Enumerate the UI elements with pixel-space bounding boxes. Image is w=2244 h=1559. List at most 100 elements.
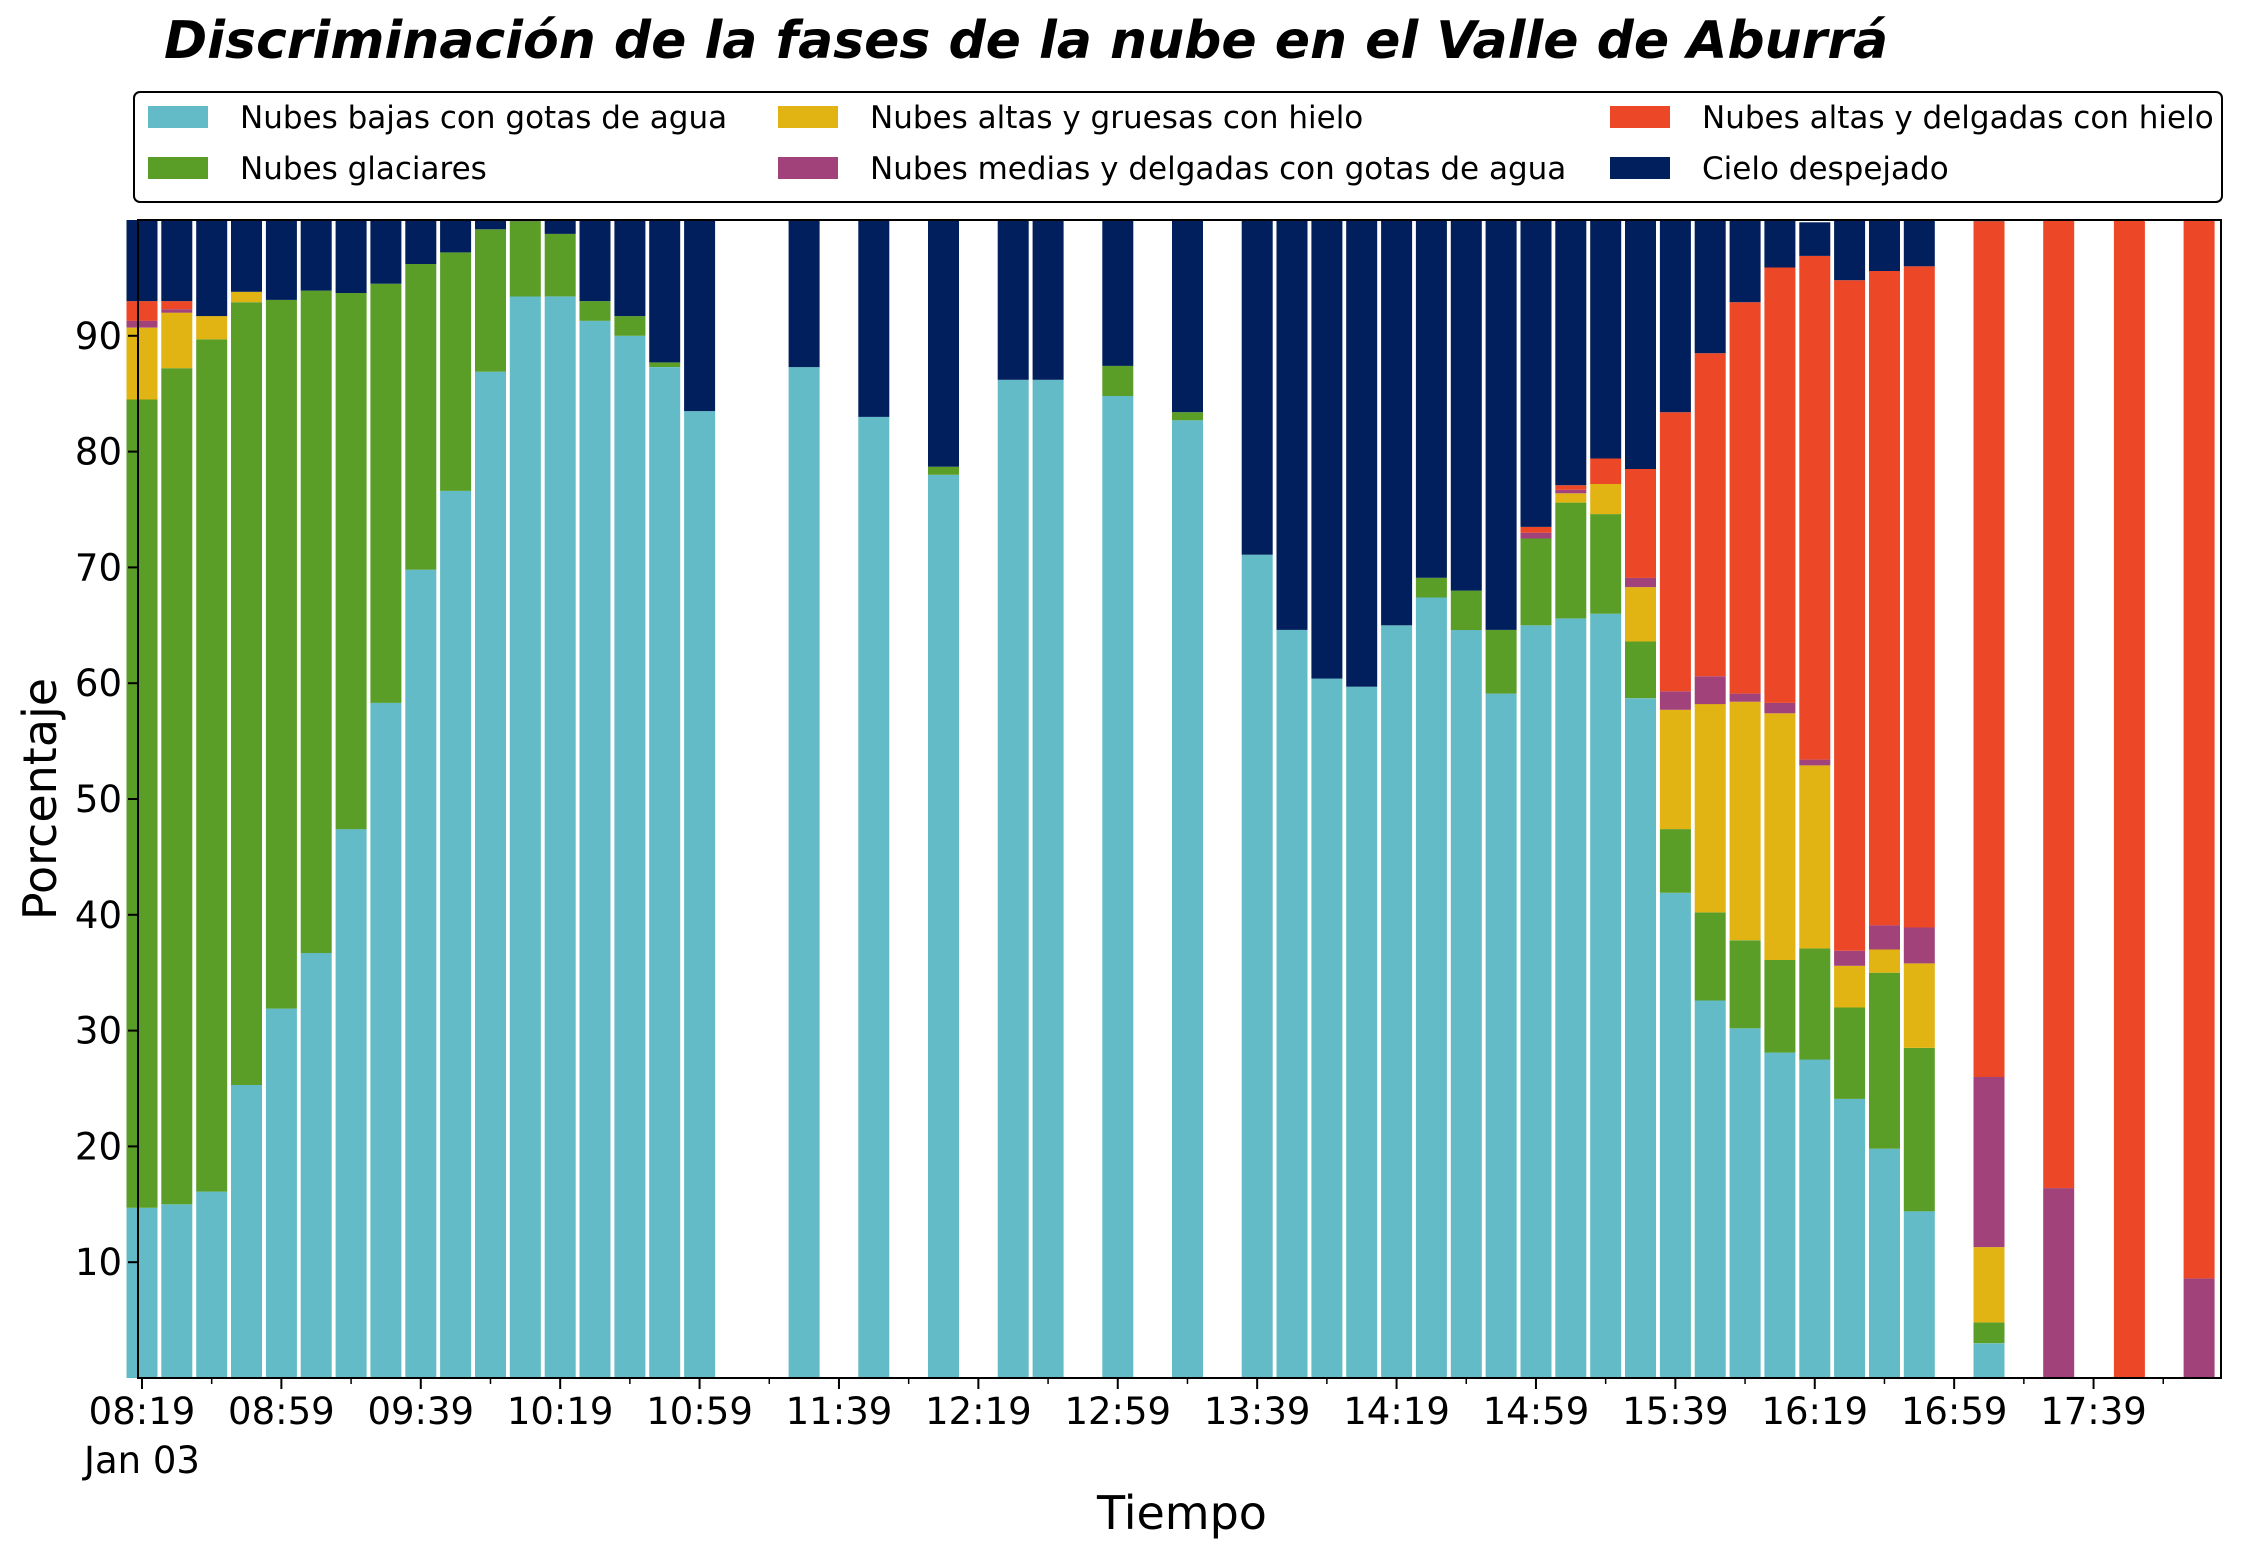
bar-segment xyxy=(1799,1059,1831,1378)
bar-segment xyxy=(1764,220,1796,268)
bar-segment xyxy=(1834,1007,1866,1099)
bar-segment xyxy=(1973,1322,2005,1344)
bar-segment xyxy=(1485,220,1517,630)
bar-segment xyxy=(1694,676,1726,705)
bar-segment xyxy=(370,702,402,1378)
bar-segment xyxy=(1555,502,1587,619)
bar-segment xyxy=(1590,458,1622,484)
legend-label: Nubes altas y gruesas con hielo xyxy=(870,100,1363,136)
bar-segment xyxy=(1659,412,1691,692)
bar-segment xyxy=(1346,220,1378,687)
bar-segment xyxy=(405,220,437,264)
bar-segment xyxy=(1625,220,1656,469)
bar-segment xyxy=(1694,912,1726,1001)
bar-segment xyxy=(1415,577,1447,598)
bar-segment xyxy=(1729,1028,1761,1378)
bar-segment xyxy=(1172,412,1203,421)
legend-label: Cielo despejado xyxy=(1702,151,1949,187)
y-tick-label: 80 xyxy=(75,431,122,474)
bar-segment xyxy=(928,474,959,1378)
bar-segment xyxy=(928,220,959,467)
bar-segment xyxy=(1834,280,1866,951)
bar-segment xyxy=(475,371,506,1378)
bar-segment xyxy=(196,339,228,1192)
bar-segment xyxy=(440,491,472,1378)
legend: Nubes bajas con gotas de agua Nubes glaci… xyxy=(133,91,2223,203)
bar-segment xyxy=(1799,948,1831,1060)
bar-segment xyxy=(1764,960,1796,1053)
bar-segment xyxy=(1764,1052,1796,1378)
bar-segment xyxy=(1729,220,1761,303)
bar-segment xyxy=(928,466,959,475)
bar-segment xyxy=(1973,221,2005,1077)
bar-segment xyxy=(1799,765,1831,949)
bar-segment xyxy=(1659,709,1691,830)
bar-segment xyxy=(231,1085,262,1378)
bar-segment xyxy=(544,220,576,234)
bar-segment xyxy=(1555,220,1587,486)
legend-swatch xyxy=(148,157,208,179)
y-tick-label: 30 xyxy=(75,1010,122,1053)
bar-segment xyxy=(196,316,228,340)
x-tick-label: 15:39 xyxy=(1622,1390,1729,1433)
bar-segment xyxy=(1415,220,1447,578)
bar-segment xyxy=(649,367,681,1379)
bar-segment xyxy=(2183,220,2215,1279)
bar-segment xyxy=(1032,379,1064,1378)
bar-segment xyxy=(126,301,158,321)
x-tick-label: 17:39 xyxy=(2040,1390,2147,1433)
y-tick-label: 20 xyxy=(75,1125,122,1168)
bar-segment xyxy=(1625,577,1656,588)
bar-segment xyxy=(231,302,262,1085)
bar-segment xyxy=(1903,266,1935,928)
legend-frame xyxy=(133,91,2223,203)
legend-swatch xyxy=(148,106,208,128)
legend-label: Nubes medias y delgadas con gotas de agu… xyxy=(870,151,1566,187)
bar-segment xyxy=(1903,220,1935,267)
bar-segment xyxy=(788,220,820,368)
legend-swatch xyxy=(1610,106,1670,128)
x-tick-label: 14:19 xyxy=(1343,1390,1450,1433)
bar-segment xyxy=(1834,1098,1866,1378)
bar-segment xyxy=(1555,618,1587,1378)
legend-swatch xyxy=(778,157,838,179)
legend-label: Nubes altas y delgadas con hielo xyxy=(1702,100,2214,136)
bar-segment xyxy=(1869,271,1900,926)
x-tick-sublabel: Jan 03 xyxy=(82,1439,200,1482)
x-tick-label: 16:59 xyxy=(1901,1390,2008,1433)
x-tick-label: 12:19 xyxy=(925,1390,1032,1433)
bar-segment xyxy=(1903,1048,1935,1212)
bar-segment xyxy=(649,362,681,367)
y-axis: 10 20 30 40 50 60 70 80 90 xyxy=(75,315,138,1284)
bar-segment xyxy=(1276,220,1308,630)
bar-segment xyxy=(265,220,297,300)
bar-segment xyxy=(405,569,437,1378)
legend-label: Nubes glaciares xyxy=(240,151,487,187)
plot-area: 10 20 30 40 50 60 70 80 90 08:19 Jan 03 08:59 09:39… xyxy=(75,219,2222,1482)
bar-segment xyxy=(1625,698,1656,1378)
bar-segment xyxy=(1450,629,1482,1378)
bar-segment xyxy=(1694,220,1726,354)
bar-segment xyxy=(126,399,158,1208)
bar-segment xyxy=(440,220,472,253)
x-tick-label: 14:59 xyxy=(1483,1390,1590,1433)
bar-segment xyxy=(997,379,1029,1378)
bar-segment xyxy=(614,220,646,317)
bar-segment xyxy=(1520,532,1552,539)
bar-segment xyxy=(614,316,646,336)
bar-segment xyxy=(1869,925,1900,950)
bar-segment xyxy=(1659,220,1691,413)
bar-segment xyxy=(614,335,646,1378)
bar-segment xyxy=(1102,396,1134,1378)
bar-segment xyxy=(1276,629,1308,1378)
bar-segment xyxy=(161,301,193,310)
bars-layer xyxy=(126,220,2215,1379)
y-tick-label: 60 xyxy=(75,662,122,705)
bar-segment xyxy=(1415,597,1447,1378)
bar-segment xyxy=(335,829,367,1378)
bar-segment xyxy=(1764,702,1796,714)
bar-segment xyxy=(1869,972,1900,1149)
bar-segment xyxy=(1799,222,1831,256)
bar-segment xyxy=(1729,302,1761,694)
bar-segment xyxy=(1694,1000,1726,1378)
